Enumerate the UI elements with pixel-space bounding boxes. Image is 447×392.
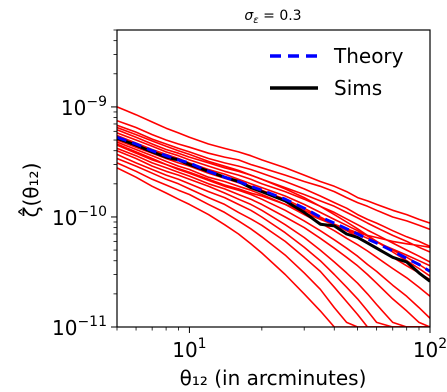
realization-curve-4 — [117, 129, 430, 253]
series-line-sims — [117, 136, 430, 283]
realization-curve-2 — [117, 119, 430, 231]
series-line-theory — [117, 135, 430, 273]
legend-box — [262, 38, 422, 108]
realization-curve-3 — [117, 124, 430, 248]
y-tick-label: 10−10 — [52, 204, 107, 230]
x-axis-ticks: 101 102 — [116, 327, 447, 362]
realization-curve-15 — [117, 167, 430, 327]
legend-label-sims: Sims — [334, 76, 382, 100]
realization-curve-13 — [117, 157, 430, 327]
y-axis-label: ζ̂(θ₁₂) — [18, 163, 43, 218]
realization-curve-14 — [117, 162, 430, 327]
realization-curve-1 — [117, 106, 430, 224]
realization-curve-18 — [117, 143, 430, 267]
x-axis-label: θ₁₂ (in arcminutes) — [180, 366, 367, 390]
chart-title: σε = 0.3 — [244, 8, 301, 26]
realization-curve-5 — [117, 132, 430, 263]
realization-curve-16 — [117, 126, 430, 277]
realization-curve-11 — [117, 149, 430, 327]
realization-curve-10 — [117, 147, 430, 327]
y-tick-label: 10−11 — [52, 314, 107, 340]
y-tick-label: 10−9 — [61, 94, 107, 120]
realization-curve-12 — [117, 153, 430, 327]
x-tick-label: 102 — [413, 336, 447, 362]
y-axis-ticks: 10−11 10−10 10−9 — [52, 29, 117, 340]
legend-label-theory: Theory — [333, 44, 404, 68]
x-tick-label: 101 — [172, 336, 206, 362]
legend: Theory Sims — [262, 38, 422, 108]
realization-curve-8 — [117, 141, 430, 297]
plot-frame — [116, 29, 431, 328]
realization-curves — [117, 106, 430, 327]
series-lines — [117, 135, 430, 283]
